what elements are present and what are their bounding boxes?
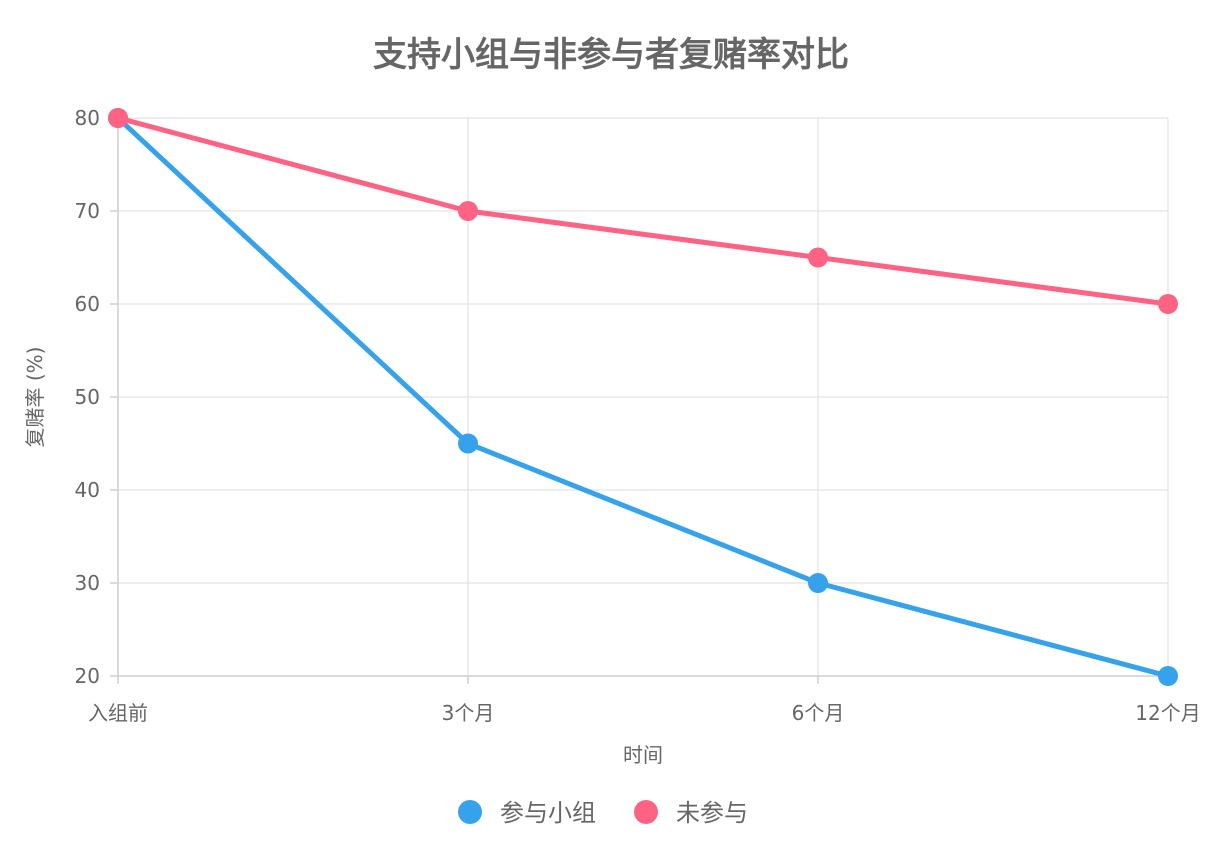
y-tick-label: 20	[75, 664, 100, 688]
data-point[interactable]	[458, 201, 478, 221]
legend-marker	[458, 800, 482, 824]
y-tick-label: 70	[75, 199, 100, 223]
x-axis-ticks: 入组前 3个月 6个月 12个月	[88, 676, 1201, 725]
x-tick-label: 6个月	[792, 701, 845, 725]
y-tick-label: 60	[75, 292, 100, 316]
data-point[interactable]	[1158, 294, 1178, 314]
data-point[interactable]	[808, 247, 828, 268]
y-tick-label: 50	[75, 385, 100, 409]
data-point[interactable]	[1158, 666, 1178, 686]
data-point[interactable]	[108, 108, 128, 128]
legend-marker	[634, 800, 658, 824]
series-layer	[108, 108, 1178, 686]
legend-label: 未参与	[676, 799, 748, 827]
axes	[117, 118, 1168, 677]
data-point[interactable]	[808, 573, 828, 593]
y-axis-title: 复赌率 (%)	[23, 347, 47, 448]
series-line	[115, 115, 1171, 307]
y-tick-label: 40	[75, 478, 100, 502]
x-tick-label: 12个月	[1135, 701, 1200, 725]
grid	[117, 117, 1169, 677]
y-axis-ticks: 20 30 40 50 60 70 80	[75, 106, 118, 688]
x-axis-title: 时间	[623, 743, 663, 767]
y-tick-label: 80	[75, 106, 100, 130]
legend: 参与小组 未参与	[458, 799, 748, 827]
legend-label: 参与小组	[500, 799, 596, 827]
x-tick-label: 3个月	[442, 701, 495, 725]
series-1	[108, 108, 1178, 314]
data-point[interactable]	[458, 433, 478, 454]
x-tick-label: 入组前	[88, 701, 148, 725]
y-tick-label: 30	[75, 571, 100, 595]
series-line	[115, 115, 1171, 679]
chart-title: 支持小组与非参与者复赌率对比	[373, 35, 849, 75]
